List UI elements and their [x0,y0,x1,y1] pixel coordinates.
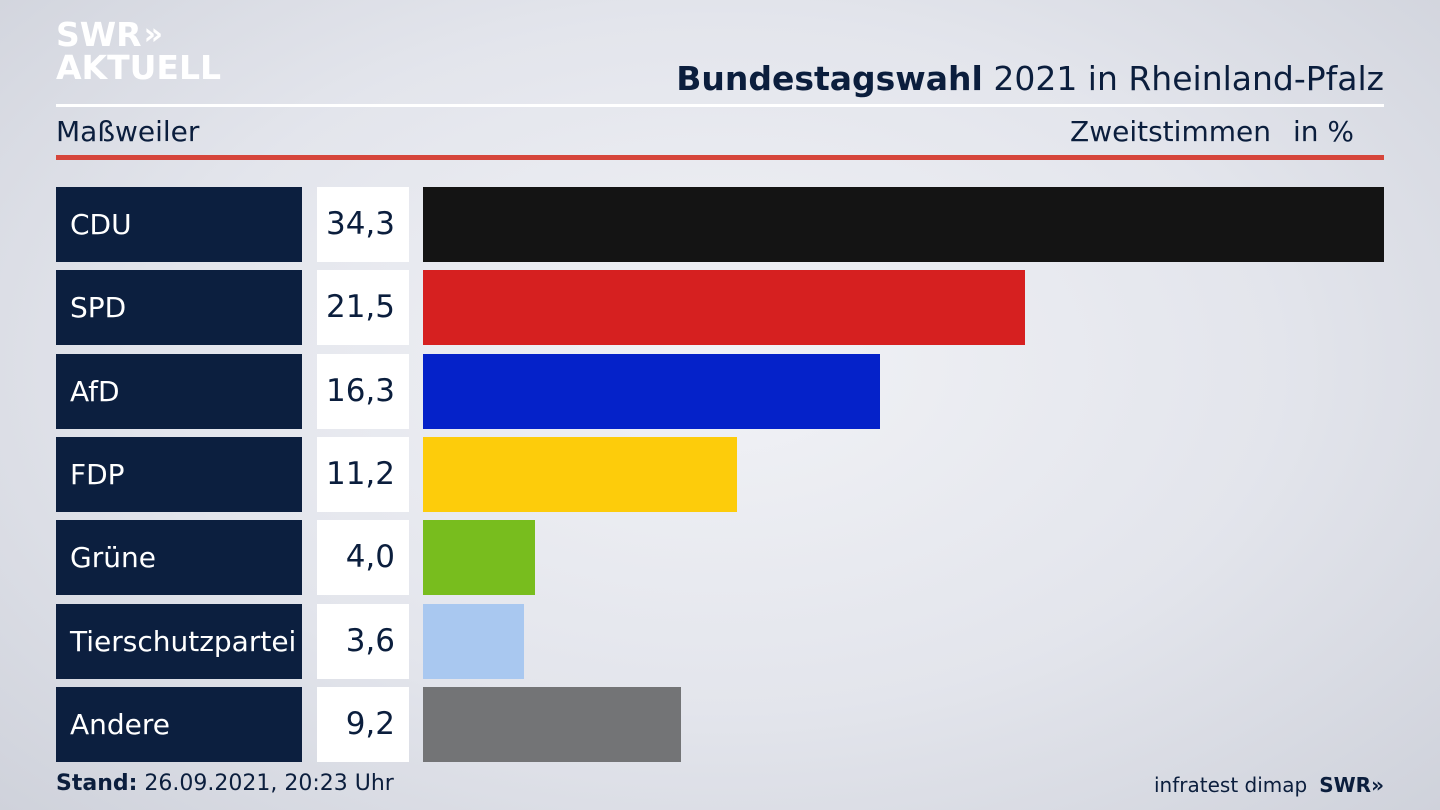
value-label: 16,3 [317,354,409,429]
party-label: Tierschutzpartei [56,604,302,679]
bar [423,354,880,429]
metric-label: Zweitstimmen in % [1070,116,1354,148]
metric-unit: in % [1292,115,1354,148]
logo-line1: SWR [56,15,142,54]
value-label: 21,5 [317,270,409,345]
title-bold: Bundestagswahl [676,59,983,98]
value-label: 9,2 [317,687,409,762]
source-credit: infratest dimap SWR» [1154,773,1384,797]
bar [423,270,1025,345]
bar-row-afd: AfD 16,3 [56,354,1384,429]
stand-label: Stand: [56,771,138,796]
region-name: Maßweiler [56,115,200,148]
value-label: 3,6 [317,604,409,679]
party-label: Grüne [56,520,302,595]
logo-line2: AKTUELL [56,48,222,87]
bar-row-grüne: Grüne 4,0 [56,520,1384,595]
swr-small-logo: SWR» [1319,773,1384,797]
party-label: FDP [56,437,302,512]
chart-title: Bundestagswahl 2021 in Rheinland-Pfalz [676,60,1384,98]
bar-row-tierschutzpartei: Tierschutzpartei 3,6 [56,604,1384,679]
header-divider [56,104,1384,107]
metric-name: Zweitstimmen [1070,115,1271,148]
source-name: infratest dimap [1154,773,1308,797]
swr-aktuell-logo: SWR» AKTUELL [56,18,221,84]
bar-row-cdu: CDU 34,3 [56,187,1384,262]
stand-value: 26.09.2021, 20:23 Uhr [137,771,394,796]
party-label: Andere [56,687,302,762]
bar-row-spd: SPD 21,5 [56,270,1384,345]
title-rest: 2021 in Rheinland-Pfalz [982,59,1384,98]
bar-row-andere: Andere 9,2 [56,687,1384,762]
party-label: AfD [56,354,302,429]
value-label: 34,3 [317,187,409,262]
timestamp: Stand: 26.09.2021, 20:23 Uhr [56,771,394,797]
bar [423,187,1384,262]
party-label: SPD [56,270,302,345]
bar-row-fdp: FDP 11,2 [56,437,1384,512]
value-label: 4,0 [317,520,409,595]
bar [423,437,737,512]
bar [423,520,535,595]
accent-divider [56,155,1384,160]
value-label: 11,2 [317,437,409,512]
party-label: CDU [56,187,302,262]
bar [423,687,681,762]
bar [423,604,524,679]
